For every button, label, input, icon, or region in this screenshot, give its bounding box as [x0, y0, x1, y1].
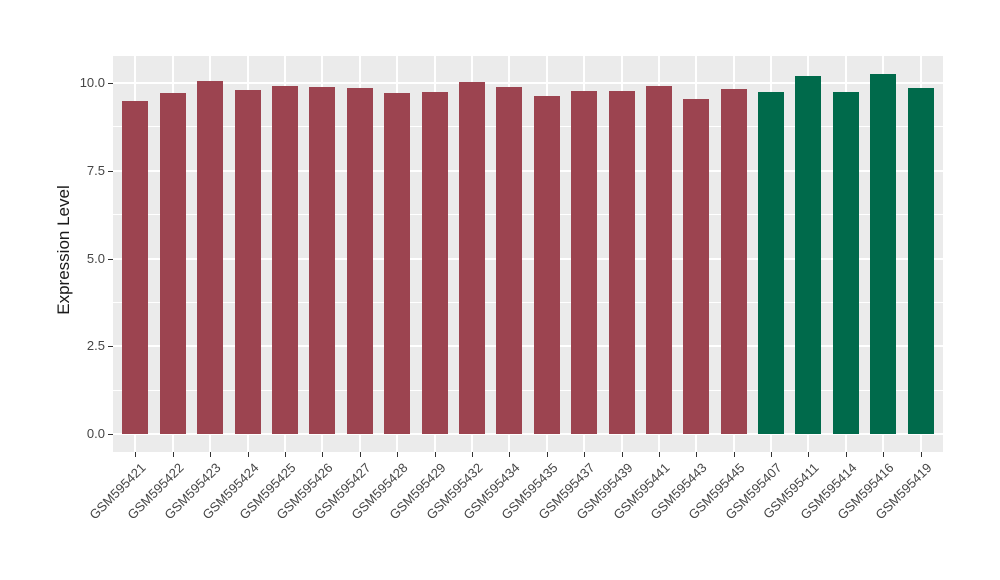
- bar: [533, 96, 560, 435]
- gridline-major: [113, 433, 943, 436]
- bar: [832, 92, 859, 435]
- x-tick-mark: [621, 452, 623, 457]
- y-tick-label: 10.0: [79, 75, 105, 90]
- x-tick-mark: [771, 452, 772, 457]
- x-tick-mark: [172, 452, 174, 457]
- gridline-major: [113, 345, 943, 348]
- bar: [159, 92, 186, 435]
- x-tick-mark: [658, 452, 660, 457]
- y-tick-mark: [108, 83, 113, 84]
- y-tick-label: 2.5: [86, 338, 105, 354]
- gridline-major: [113, 82, 943, 84]
- bar: [122, 100, 149, 435]
- x-tick-mark: [247, 452, 249, 457]
- x-tick-mark: [845, 452, 847, 457]
- x-tick-mark: [210, 452, 212, 457]
- bar: [645, 86, 672, 435]
- x-tick-mark: [733, 452, 735, 457]
- x-tick-mark: [135, 452, 137, 457]
- bar: [683, 98, 710, 435]
- bar: [758, 91, 784, 435]
- x-tick-mark: [359, 452, 361, 457]
- plot-panel: [113, 56, 943, 452]
- bar: [458, 82, 485, 435]
- bar: [346, 87, 373, 434]
- y-tick-mark: [108, 170, 113, 172]
- x-tick-mark: [920, 452, 922, 457]
- bar: [571, 90, 598, 435]
- bar: [870, 73, 897, 435]
- x-tick-mark: [546, 452, 548, 457]
- x-tick-mark: [397, 452, 399, 457]
- y-tick-label: 5.0: [86, 250, 105, 266]
- bar: [608, 90, 635, 435]
- bar: [720, 89, 747, 435]
- x-tick-mark: [285, 452, 286, 457]
- gridline-major: [113, 257, 943, 260]
- y-tick-mark: [108, 258, 113, 260]
- x-tick-mark: [808, 452, 810, 457]
- bar: [795, 76, 822, 435]
- gridline-minor: [113, 389, 943, 391]
- gridline-minor: [113, 214, 943, 216]
- bar: [496, 87, 523, 435]
- bar: [421, 91, 448, 435]
- bar: [197, 81, 224, 435]
- x-tick-mark: [509, 452, 511, 457]
- bar: [384, 92, 411, 435]
- gridline-minor: [113, 301, 943, 303]
- y-tick-mark: [108, 346, 113, 348]
- bar: [907, 88, 934, 435]
- bar: [309, 86, 336, 435]
- bar: [234, 90, 261, 435]
- x-tick-mark: [584, 452, 586, 457]
- x-tick-mark: [883, 452, 885, 457]
- x-tick-mark: [434, 452, 436, 457]
- gridline-minor: [113, 126, 943, 128]
- y-tick-label: 0.0: [86, 426, 105, 442]
- y-tick-mark: [108, 434, 113, 436]
- y-tick-label: 7.5: [86, 162, 105, 178]
- x-tick-mark: [471, 452, 473, 457]
- x-tick-mark: [322, 452, 324, 457]
- bar: [272, 85, 298, 435]
- x-tick-mark: [696, 452, 698, 457]
- gridline-major: [113, 169, 943, 172]
